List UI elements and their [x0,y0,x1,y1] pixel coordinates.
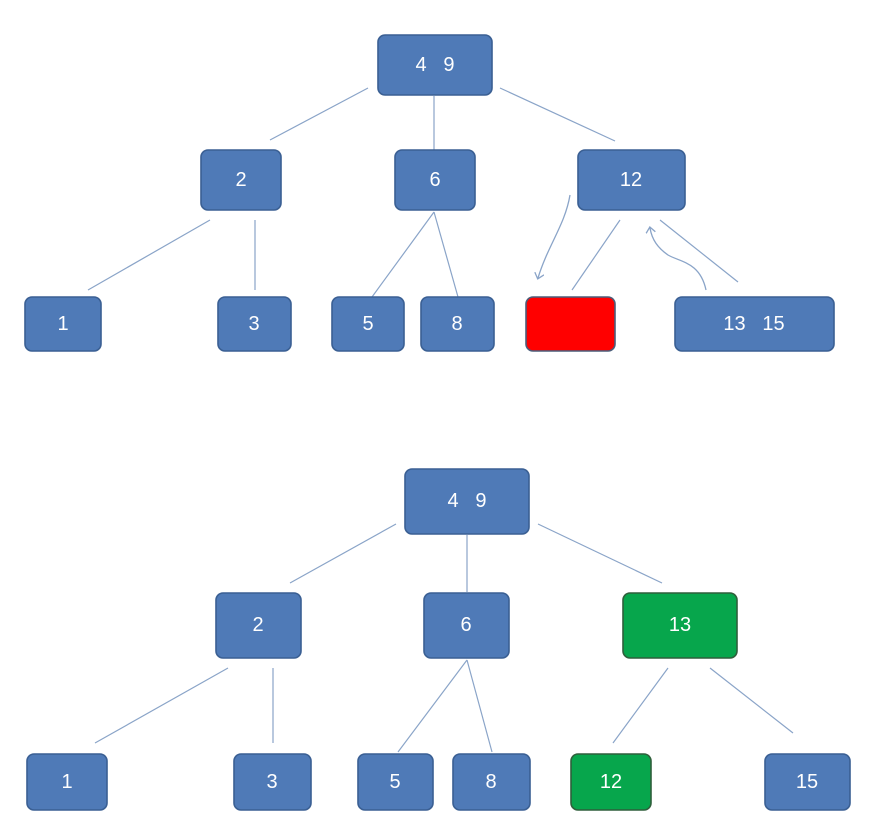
edge-6-5 [397,659,468,753]
leaf-8: 8 [420,296,495,352]
node-12: 12 [577,149,686,211]
edge-13-12 [612,667,669,744]
leaf-5-label: 5 [362,313,373,335]
node-2-label: 2 [235,169,246,191]
edge-root-12 [499,87,616,142]
leaf-5: 5 [357,753,434,811]
leaf-5: 5 [331,296,405,352]
removed-node [525,296,616,352]
leaf-1: 1 [24,296,102,352]
leaf-3: 3 [233,753,312,811]
edge-root-2 [289,523,397,584]
node-root: 4 9 [377,34,493,96]
leaf-15: 15 [764,753,851,811]
node-2-label: 2 [252,614,263,636]
leaf-3-label: 3 [266,771,277,793]
leaf-15-label: 15 [796,771,818,793]
edge-13-15 [709,667,794,734]
node-13-moved: 13 [622,592,738,659]
after-tree: 4 9 2 6 13 1 3 5 8 [26,468,851,811]
leaf-3-label: 3 [248,313,259,335]
node-13-label: 13 [669,614,691,636]
edge-6-8 [433,211,459,298]
node-root-label: 4 9 [416,54,455,76]
leaf-12-label: 12 [600,771,622,793]
node-12-label: 12 [620,169,642,191]
arrow-up-icon [650,228,707,291]
leaf-8-label: 8 [451,313,462,335]
node-6-label: 6 [429,169,440,191]
edge-12-removed [571,219,621,291]
edge-6-8 [466,659,493,753]
before-tree: 4 9 2 6 12 1 3 5 8 [24,34,835,352]
edge-6-5 [371,211,435,298]
leaf-1-label: 1 [57,313,68,335]
leaf-1: 1 [26,753,108,811]
arrow-down-icon [538,194,571,278]
node-6-label: 6 [460,614,471,636]
leaf-5-label: 5 [389,771,400,793]
leaf-12-moved: 12 [570,753,652,811]
node-2: 2 [215,592,302,659]
edge-root-13 [537,523,663,584]
leaf-13-15: 13 15 [674,296,835,352]
leaf-13-15-label: 13 15 [723,313,784,335]
leaf-8-label: 8 [485,771,496,793]
node-root-label: 4 9 [448,490,487,512]
node-root: 4 9 [404,468,530,535]
edge-2-1 [87,219,211,291]
edge-2-1 [94,667,229,744]
leaf-1-label: 1 [61,771,72,793]
node-6: 6 [394,149,476,211]
edge-root-2 [269,87,369,141]
node-6: 6 [423,592,510,659]
edge-12-1315 [659,219,739,283]
leaf-8: 8 [452,753,531,811]
node-2: 2 [200,149,282,211]
leaf-3: 3 [217,296,292,352]
